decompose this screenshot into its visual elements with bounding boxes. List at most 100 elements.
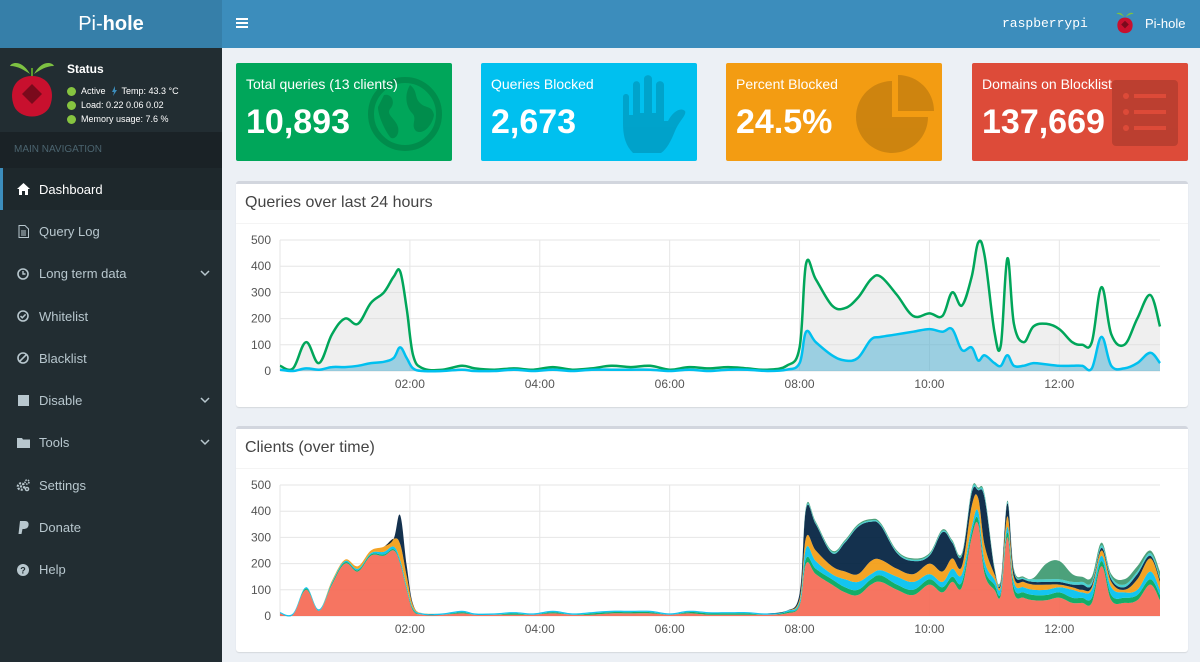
top-navbar: raspberrypi Pi-hole xyxy=(222,0,1200,48)
chevron-down-icon xyxy=(200,397,210,403)
y-tick-label: 200 xyxy=(251,312,271,326)
pie-chart-icon xyxy=(856,75,934,153)
nav-item-label: Disable xyxy=(39,393,83,409)
queries-over-time-chart: 0 100 200 300 400 500 02:00 04:00 06:00 08:00 10:0… xyxy=(251,233,1162,391)
stacked-area-2 xyxy=(280,509,1160,617)
x-tick-label: 08:00 xyxy=(785,377,815,391)
hand-icon xyxy=(623,75,686,153)
status-load-line: Load: 0.22 0.06 0.02 xyxy=(67,100,164,110)
user-menu[interactable]: Pi-hole xyxy=(1115,10,1185,36)
y-tick-label: 0 xyxy=(264,609,271,623)
nav-item-query-log[interactable]: Query Log xyxy=(0,210,222,252)
sidebar: Pi-hole Status Active Temp: 43.3 °C Load… xyxy=(0,0,222,662)
y-tick-label: 500 xyxy=(251,478,271,492)
user-name: Pi-hole xyxy=(1145,15,1186,31)
nav-item-long-term-data[interactable]: Long term data xyxy=(0,253,222,295)
thermometer-icon xyxy=(111,86,117,96)
y-tick-label: 100 xyxy=(251,338,271,352)
status-load: Load: 0.22 0.06 0.02 xyxy=(81,100,164,110)
y-tick-label: 300 xyxy=(251,285,271,299)
nav-item-label: Help xyxy=(39,562,66,578)
folder-icon xyxy=(16,436,30,450)
pihole-avatar-icon xyxy=(1116,12,1134,34)
box-label: Domains on Blocklist xyxy=(982,76,1112,92)
y-tick-label: 400 xyxy=(251,259,271,273)
brand-name-pre: Pi- xyxy=(78,12,103,35)
stacked-area-1 xyxy=(280,516,1160,617)
paypal-icon xyxy=(16,521,30,535)
series-line-0 xyxy=(279,239,1162,372)
status-memory-line: Memory usage: 7.6 % xyxy=(67,114,169,124)
nav-item-disable[interactable]: Disable xyxy=(0,379,222,421)
nav-item-blacklist[interactable]: Blacklist xyxy=(0,337,222,379)
nav-item-label: Tools xyxy=(39,435,70,451)
status-memory: Memory usage: 7.6 % xyxy=(81,114,169,124)
chevron-down-icon xyxy=(200,270,210,276)
clock-icon xyxy=(16,267,30,281)
gears-icon xyxy=(16,478,30,492)
x-tick-label: 08:00 xyxy=(785,622,815,636)
question-circle-icon: ? xyxy=(16,563,30,577)
status-active: Active xyxy=(81,86,106,96)
box-label: Total queries (13 clients) xyxy=(246,76,398,92)
nav-item-label: Dashboard xyxy=(39,181,103,197)
status-dot-icon xyxy=(67,86,76,96)
svg-text:?: ? xyxy=(20,565,26,575)
box-label: Percent Blocked xyxy=(736,76,838,92)
nav-item-help[interactable]: ? Help xyxy=(0,549,222,591)
series-area-1 xyxy=(280,328,1160,372)
nav-item-label: Query Log xyxy=(39,223,100,239)
box-value: 137,669 xyxy=(982,103,1105,141)
x-tick-label: 12:00 xyxy=(1044,622,1074,636)
nav-item-dashboard[interactable]: Dashboard xyxy=(0,168,222,211)
y-tick-label: 0 xyxy=(264,364,271,378)
nav-item-whitelist[interactable]: Whitelist xyxy=(0,295,222,337)
series-area-0 xyxy=(280,240,1160,371)
status-active-line: Active Temp: 43.3 °C xyxy=(67,86,179,96)
nav-item-label: Long term data xyxy=(39,266,127,282)
x-tick-label: 06:00 xyxy=(655,622,685,636)
load-dot-icon xyxy=(67,100,76,110)
nav-item-label: Blacklist xyxy=(39,350,87,366)
x-tick-label: 10:00 xyxy=(914,377,944,391)
y-tick-label: 100 xyxy=(251,583,271,597)
stop-icon xyxy=(16,394,30,408)
x-tick-label: 06:00 xyxy=(655,377,685,391)
pihole-logo-icon xyxy=(10,63,54,117)
x-tick-label: 02:00 xyxy=(395,377,425,391)
status-panel: Status Active Temp: 43.3 °C Load: 0.22 0… xyxy=(0,48,222,132)
ban-icon xyxy=(16,351,30,365)
brand-name-bold: hole xyxy=(102,12,144,35)
nav-item-donate[interactable]: Donate xyxy=(0,506,222,548)
box-value: 24.5% xyxy=(736,103,833,141)
percent-blocked-box: Percent Blocked 24.5% xyxy=(726,63,942,161)
domains-on-blocklist-box: Domains on Blocklist 137,669 xyxy=(972,63,1188,161)
nav-item-label: Donate xyxy=(39,520,81,536)
x-tick-label: 10:00 xyxy=(914,622,944,636)
list-icon xyxy=(1112,80,1178,146)
chart-title: Clients (over time) xyxy=(236,429,1188,469)
stacked-area-3 xyxy=(280,494,1160,616)
check-circle-icon xyxy=(16,309,30,323)
clients-over-time-chart: 0 100 200 300 400 500 02:00 04:00 06:00 08:00 10:0… xyxy=(251,478,1160,636)
brand-logo[interactable]: Pi-hole xyxy=(0,0,222,48)
x-tick-label: 04:00 xyxy=(525,377,555,391)
file-icon xyxy=(16,224,30,238)
globe-icon xyxy=(368,77,442,151)
queries-over-time-box: Queries over last 24 hours 0 100 200 300 400… xyxy=(236,181,1188,407)
nav-item-label: Settings xyxy=(39,477,86,493)
nav-item-label: Whitelist xyxy=(39,308,89,324)
y-tick-label: 300 xyxy=(251,530,271,544)
box-value: 2,673 xyxy=(491,103,577,141)
nav-item-settings[interactable]: Settings xyxy=(0,464,222,506)
nav-item-tools[interactable]: Tools xyxy=(0,422,222,464)
y-tick-label: 200 xyxy=(251,557,271,571)
box-value: 10,893 xyxy=(246,103,350,141)
status-title: Status xyxy=(67,62,104,76)
chart-title: Queries over last 24 hours xyxy=(236,184,1188,224)
queries-blocked-box: Queries Blocked 2,673 xyxy=(481,63,697,161)
chevron-down-icon xyxy=(200,439,210,445)
home-icon xyxy=(16,182,30,196)
x-tick-label: 04:00 xyxy=(525,622,555,636)
menu-toggle-icon[interactable] xyxy=(236,17,248,29)
